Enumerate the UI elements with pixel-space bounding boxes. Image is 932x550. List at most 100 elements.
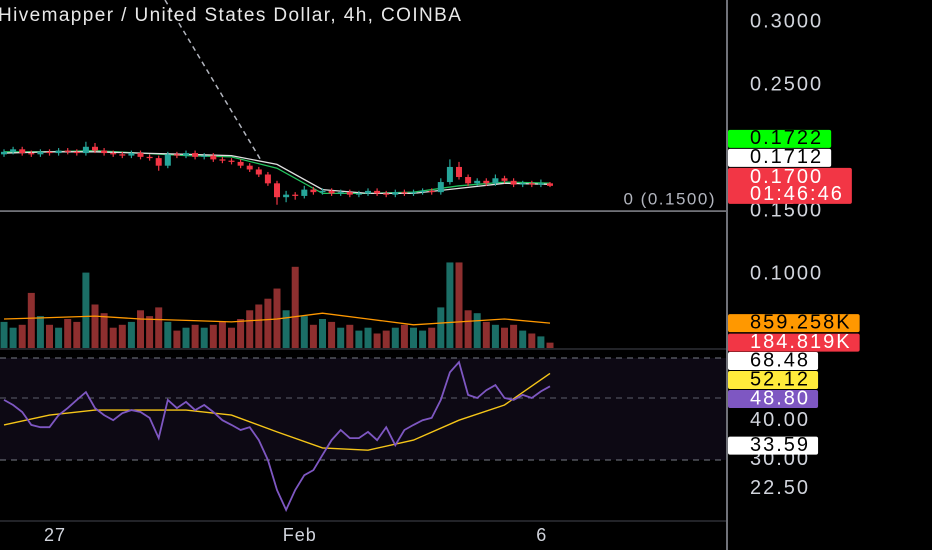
volume-bar xyxy=(400,324,408,348)
candle-body xyxy=(228,160,235,162)
volume-bar xyxy=(473,313,481,348)
volume-bar xyxy=(191,324,199,348)
volume-bar xyxy=(428,327,436,348)
volume-bar xyxy=(501,327,509,348)
volume-bar xyxy=(328,321,336,348)
candle-body xyxy=(392,192,399,195)
time-tick-label: 27 xyxy=(44,525,66,545)
volume-bar xyxy=(382,330,390,348)
time-tick-label: Feb xyxy=(283,525,317,545)
axis-tag-label: 48.80 xyxy=(750,387,810,409)
candle-body xyxy=(528,183,535,185)
candle-body xyxy=(355,193,362,195)
volume-bar xyxy=(246,310,254,348)
candle-body xyxy=(519,183,526,185)
volume-bar xyxy=(282,310,290,348)
axis-tag-label: 0.1700 xyxy=(750,166,823,188)
candle-body xyxy=(437,182,444,193)
candle-body xyxy=(19,149,26,154)
volume-bar xyxy=(464,310,472,348)
candle-body xyxy=(337,192,344,194)
candle-body xyxy=(82,146,89,154)
candle-body xyxy=(37,151,44,155)
candle-body xyxy=(283,194,290,198)
title-group: Hivemapper / United States Dollar, 4h, C… xyxy=(0,5,461,26)
volume-bar xyxy=(127,321,135,348)
volume-bar xyxy=(337,327,345,348)
volume-bar xyxy=(46,324,54,348)
candle-body xyxy=(537,183,544,185)
volume-bar xyxy=(55,327,63,348)
volume-bar xyxy=(0,321,8,348)
price-tick-label: 0.2500 xyxy=(750,73,823,95)
volume-bar xyxy=(319,319,327,348)
volume-bar xyxy=(273,288,281,348)
candle-body xyxy=(346,192,353,195)
volume-bar xyxy=(291,266,299,348)
volume-bar xyxy=(228,327,236,348)
volume-bar xyxy=(82,272,90,348)
volume-bar xyxy=(519,330,527,348)
volume-ma-line xyxy=(3,312,551,326)
candle-body xyxy=(173,154,180,156)
axis-tag xyxy=(728,129,832,148)
candle-body xyxy=(183,153,190,156)
volume-bar xyxy=(355,330,363,348)
volume-bar xyxy=(64,319,72,348)
volume-bar xyxy=(455,262,463,348)
candle-body xyxy=(137,153,144,157)
candle-body xyxy=(219,159,226,161)
volume-bar xyxy=(373,333,381,348)
volume-bar xyxy=(118,324,126,348)
volume-bar xyxy=(137,310,145,348)
candle-body xyxy=(28,153,35,155)
axis-tag xyxy=(728,167,852,204)
price-tick-label: 0.1500 xyxy=(750,199,823,221)
candle-body xyxy=(365,190,372,194)
candle-body xyxy=(201,155,208,157)
volume-bar xyxy=(264,298,272,348)
candle-body xyxy=(237,161,244,166)
plot: 0 (0.1500) xyxy=(0,141,726,513)
volume-bar xyxy=(209,324,217,348)
volume-bar xyxy=(36,316,44,348)
axis: 0.30000.25000.15000.100040.0030.0022.502… xyxy=(44,10,823,545)
axis-tag xyxy=(728,333,860,352)
price-line-label: 0 (0.1500) xyxy=(624,190,717,209)
candle-body xyxy=(210,155,217,160)
volume-bar xyxy=(300,316,308,348)
trend-line xyxy=(164,0,263,163)
candle-body xyxy=(401,192,408,194)
candle-body xyxy=(55,150,62,154)
candle-body xyxy=(146,156,153,159)
volume-bar xyxy=(491,324,499,348)
axis-tag-label: 859.258K xyxy=(750,311,852,333)
axis-tag-label: 68.48 xyxy=(750,349,810,371)
axis-tag xyxy=(728,314,860,333)
candle-body xyxy=(128,153,135,156)
rsi-line xyxy=(3,360,551,513)
candle-body xyxy=(428,190,435,193)
volume-bar xyxy=(155,307,163,348)
candle-body xyxy=(328,190,335,194)
price-tick-label: 0.1000 xyxy=(750,262,823,284)
volume-bar xyxy=(482,321,490,348)
rsi-tick-label: 22.50 xyxy=(750,477,810,499)
candle-body xyxy=(301,189,308,196)
volume-bar xyxy=(173,330,181,348)
axis-tag xyxy=(728,352,819,370)
candle-body xyxy=(264,174,271,184)
candle-body xyxy=(64,150,71,152)
axis-tag xyxy=(728,436,819,455)
volume-bar xyxy=(309,324,317,348)
candle-body xyxy=(1,151,8,155)
candle-body xyxy=(164,154,171,166)
candle-body xyxy=(319,190,326,193)
volume-bar xyxy=(73,321,81,348)
volume-bar xyxy=(419,330,427,348)
rsi-band xyxy=(0,358,726,460)
countdown: 01:46:46 xyxy=(750,183,844,205)
volume-bar xyxy=(537,336,545,348)
candle-body xyxy=(374,190,381,194)
